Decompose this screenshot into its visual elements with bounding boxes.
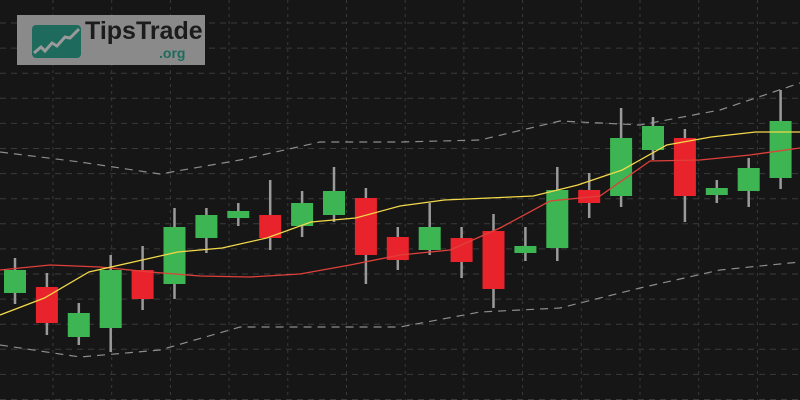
candle-body [259, 215, 282, 238]
candle-bearish [35, 273, 58, 335]
candle-body [323, 191, 345, 215]
candle-bullish [67, 303, 90, 345]
candle-bullish [769, 90, 792, 189]
candle-bullish [514, 227, 537, 261]
candle-bearish [354, 188, 377, 284]
candle-bullish [546, 167, 569, 261]
candle-body [418, 227, 441, 250]
candle-body [642, 126, 664, 150]
candle-body [514, 246, 537, 253]
candle-bullish [323, 167, 345, 222]
candle-bearish [450, 227, 473, 278]
candle-body [35, 287, 58, 323]
candle-body [291, 203, 314, 226]
candle-bearish [259, 180, 282, 250]
candle-body [450, 238, 473, 262]
candle-bullish [195, 208, 218, 253]
lower-band-line [0, 261, 800, 358]
candle-body [610, 138, 633, 196]
fast-moving-average-line [0, 131, 800, 316]
candle-bullish [163, 208, 186, 299]
candle-bullish [291, 191, 314, 237]
candle-bullish [705, 180, 728, 203]
candle-body [482, 231, 505, 289]
candle-body [354, 198, 377, 255]
candle-body [195, 215, 218, 238]
logo-tld: .org [159, 45, 186, 61]
candle-body [673, 138, 696, 196]
candle-body [67, 313, 90, 337]
candle-body [769, 121, 792, 178]
candle-body [131, 270, 154, 299]
candle-bullish [227, 203, 250, 226]
candle-body [163, 227, 186, 284]
logo-name: TipsTrade [85, 17, 203, 45]
candle-bearish [673, 129, 696, 222]
candle-bullish [610, 108, 633, 207]
candles [4, 90, 792, 352]
candle-body [227, 211, 250, 218]
candle-bullish [737, 158, 760, 207]
candle-body [99, 270, 122, 328]
slow-moving-average-line [0, 147, 800, 278]
candle-bullish [99, 255, 122, 352]
chart-trend-up-icon [32, 25, 81, 58]
candle-body [737, 168, 760, 191]
candle-body [4, 270, 26, 293]
candle-bullish [4, 258, 26, 304]
candle-body [705, 188, 728, 195]
candle-body [546, 190, 569, 248]
upper-band-line [0, 82, 800, 175]
tipstrade-logo: TipsTrade .org [17, 15, 205, 65]
candle-bearish [131, 246, 154, 310]
candle-bearish [482, 214, 505, 308]
candle-bullish [418, 203, 441, 255]
